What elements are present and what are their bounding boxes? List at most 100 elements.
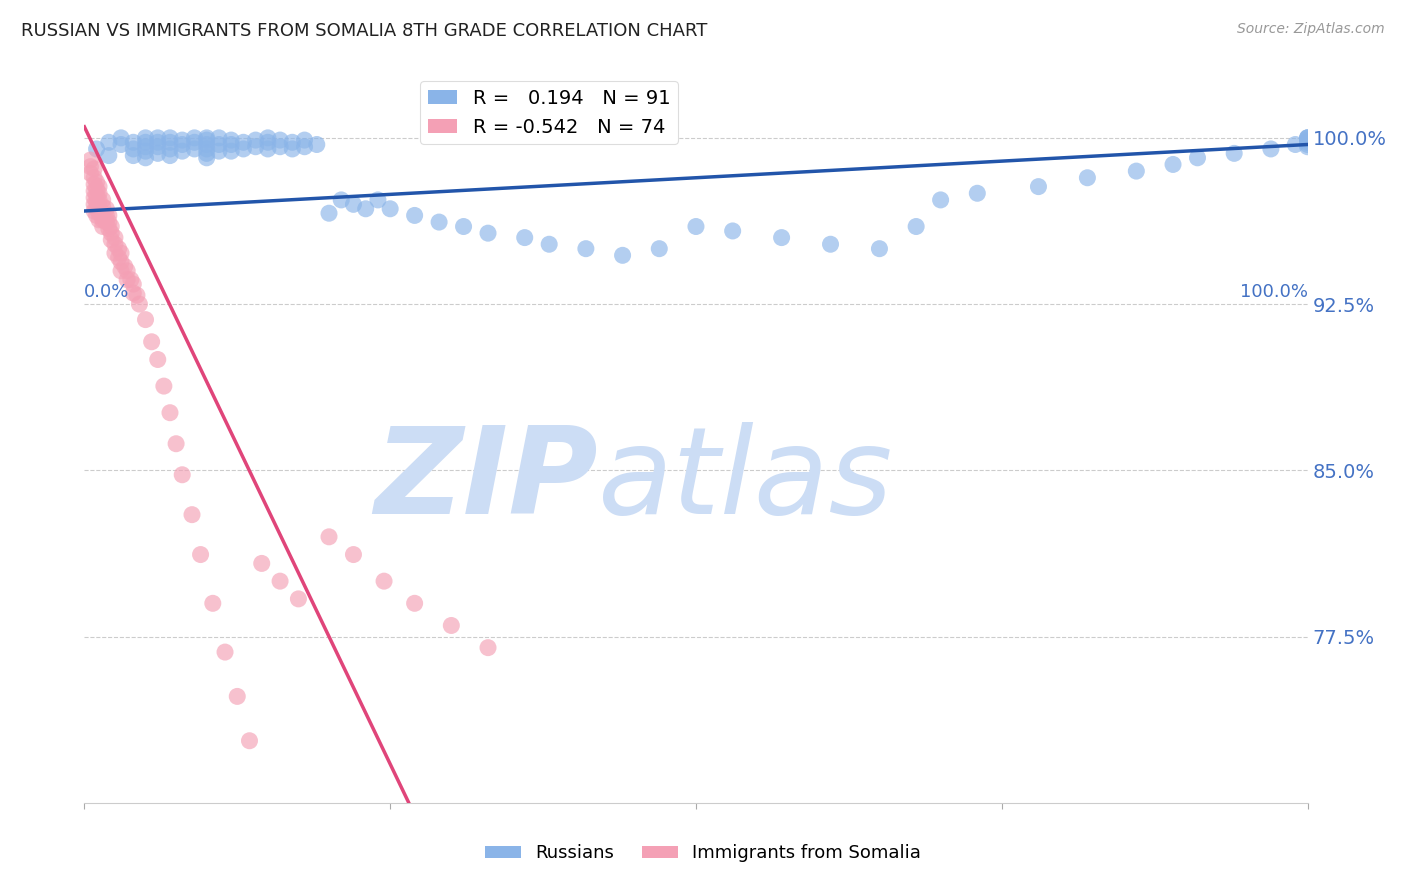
Point — [83, 178, 105, 192]
Point — [104, 237, 127, 252]
Point — [190, 548, 212, 562]
Point — [104, 230, 127, 244]
Point — [122, 285, 145, 300]
Point — [135, 136, 157, 150]
Point — [146, 139, 169, 153]
Point — [86, 182, 108, 196]
Point — [538, 237, 561, 252]
Point — [575, 242, 598, 256]
Point — [159, 142, 181, 156]
Point — [966, 186, 988, 201]
Point — [115, 273, 138, 287]
Point — [96, 202, 118, 216]
Point — [195, 131, 218, 145]
Point — [1028, 179, 1050, 194]
Point — [146, 146, 169, 161]
Point — [427, 215, 450, 229]
Point — [86, 195, 108, 210]
Text: atlas: atlas — [598, 423, 893, 540]
Point — [86, 175, 108, 189]
Point — [208, 137, 231, 152]
Point — [100, 226, 122, 240]
Point — [612, 248, 634, 262]
Point — [219, 133, 242, 147]
Point — [100, 233, 122, 247]
Point — [238, 733, 260, 747]
Point — [257, 131, 280, 145]
Point — [107, 242, 129, 256]
Point — [1260, 142, 1282, 156]
Point — [87, 206, 110, 220]
Point — [146, 136, 169, 150]
Point — [269, 139, 291, 153]
Point — [1296, 137, 1319, 152]
Point — [219, 144, 242, 158]
Point — [135, 312, 157, 326]
Point — [1296, 131, 1319, 145]
Point — [86, 202, 108, 216]
Point — [281, 142, 304, 156]
Point — [257, 142, 280, 156]
Point — [257, 136, 280, 150]
Point — [354, 202, 377, 216]
Point — [245, 133, 267, 147]
Text: 100.0%: 100.0% — [1240, 283, 1308, 301]
Point — [128, 297, 150, 311]
Point — [97, 221, 120, 235]
Point — [87, 212, 110, 227]
Point — [183, 136, 205, 150]
Text: Source: ZipAtlas.com: Source: ZipAtlas.com — [1237, 22, 1385, 37]
Point — [87, 186, 110, 201]
Point — [869, 242, 891, 256]
Point — [477, 640, 499, 655]
Point — [110, 246, 132, 260]
Point — [181, 508, 204, 522]
Point — [135, 144, 157, 158]
Point — [404, 209, 426, 223]
Point — [373, 574, 395, 589]
Point — [183, 131, 205, 145]
Point — [146, 352, 169, 367]
Point — [1284, 137, 1306, 152]
Point — [120, 273, 142, 287]
Point — [97, 209, 120, 223]
Point — [91, 200, 114, 214]
Point — [245, 139, 267, 153]
Legend: Russians, Immigrants from Somalia: Russians, Immigrants from Somalia — [478, 838, 928, 870]
Text: 0.0%: 0.0% — [84, 283, 129, 301]
Point — [110, 264, 132, 278]
Point — [226, 690, 249, 704]
Point — [214, 645, 236, 659]
Point — [91, 206, 114, 220]
Point — [91, 219, 114, 234]
Point — [1296, 136, 1319, 150]
Point — [269, 133, 291, 147]
Point — [367, 193, 389, 207]
Point — [305, 137, 328, 152]
Point — [97, 136, 120, 150]
Point — [135, 151, 157, 165]
Point — [172, 133, 194, 147]
Point — [87, 193, 110, 207]
Point — [453, 219, 475, 234]
Point — [91, 212, 114, 227]
Point — [513, 230, 536, 244]
Point — [232, 142, 254, 156]
Text: RUSSIAN VS IMMIGRANTS FROM SOMALIA 8TH GRADE CORRELATION CHART: RUSSIAN VS IMMIGRANTS FROM SOMALIA 8TH G… — [21, 22, 707, 40]
Point — [342, 197, 364, 211]
Point — [83, 184, 105, 198]
Point — [107, 251, 129, 265]
Point — [318, 206, 340, 220]
Point — [1125, 164, 1147, 178]
Point — [905, 219, 928, 234]
Point — [685, 219, 707, 234]
Point — [79, 160, 101, 174]
Point — [440, 618, 463, 632]
Point — [83, 191, 105, 205]
Point — [97, 148, 120, 162]
Point — [83, 170, 105, 185]
Point — [1161, 157, 1184, 171]
Point — [380, 202, 402, 216]
Point — [159, 148, 181, 162]
Point — [83, 204, 105, 219]
